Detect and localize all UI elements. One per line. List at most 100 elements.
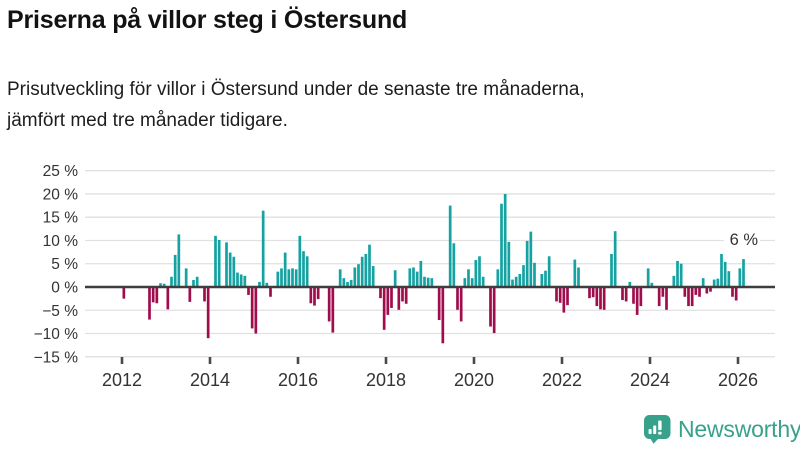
x-tick-label: 2018 <box>366 370 406 390</box>
bar <box>676 260 679 287</box>
brand-logo: Newsworthy <box>644 415 800 444</box>
bar <box>305 256 309 287</box>
bar <box>228 252 232 287</box>
bar <box>419 260 423 287</box>
bar <box>698 287 701 297</box>
bar <box>166 287 170 310</box>
bar <box>624 287 628 302</box>
bar <box>287 269 291 287</box>
x-tick-label: 2024 <box>630 370 670 390</box>
bar <box>646 268 650 287</box>
bar <box>214 235 217 287</box>
bar <box>639 287 643 307</box>
subtitle-line-1: Prisutveckling för villor i Östersund un… <box>7 79 585 100</box>
bar <box>309 287 313 304</box>
latest-value-annotation: 6 % <box>730 231 759 249</box>
bar <box>195 276 199 287</box>
bar <box>720 253 723 287</box>
x-tick-label: 2020 <box>454 370 494 390</box>
bar <box>500 203 503 287</box>
y-tick-label: 10 % <box>43 233 79 250</box>
y-tick-label: 25 % <box>43 163 79 180</box>
bar <box>518 273 522 287</box>
bar <box>591 287 595 298</box>
bar <box>573 259 577 287</box>
page-title: Priserna på villor steg i Östersund <box>7 6 408 34</box>
bar <box>599 287 602 310</box>
bar <box>327 287 331 322</box>
bar <box>632 287 635 304</box>
bar <box>562 287 566 313</box>
bar <box>734 287 738 301</box>
bar <box>701 278 705 287</box>
chart-subtitle: Prisutveckling för villor i Östersund un… <box>7 74 585 136</box>
bar <box>690 287 694 307</box>
bar <box>441 287 445 344</box>
bar <box>507 241 511 287</box>
bar <box>577 267 580 287</box>
bar <box>397 287 401 310</box>
bar <box>192 280 195 287</box>
bar <box>360 256 364 287</box>
bar <box>727 271 731 287</box>
x-tick-label: 2026 <box>718 370 758 390</box>
bar <box>723 261 727 287</box>
bar <box>679 263 683 287</box>
bar <box>401 287 404 302</box>
bar <box>188 287 192 302</box>
bar <box>716 278 720 287</box>
bar <box>709 287 712 292</box>
bar <box>276 271 280 287</box>
bar <box>430 278 434 287</box>
bar <box>489 287 492 327</box>
bar <box>665 287 668 310</box>
bar <box>595 287 599 307</box>
bar <box>338 269 342 287</box>
bar <box>415 271 419 287</box>
bar <box>162 283 166 287</box>
bar <box>294 269 298 287</box>
y-tick-label: 0 % <box>51 280 78 297</box>
bar <box>558 287 562 303</box>
bar <box>239 274 243 287</box>
bar <box>386 287 390 315</box>
bar <box>346 281 349 287</box>
bar <box>456 287 459 310</box>
y-tick-label: −15 % <box>34 349 79 366</box>
bar <box>547 256 551 287</box>
bar <box>492 287 496 334</box>
bar <box>170 276 173 287</box>
bar <box>470 278 474 287</box>
bar <box>243 275 247 287</box>
bar <box>280 268 283 287</box>
bar <box>379 287 382 299</box>
bar <box>368 244 371 287</box>
x-tick-label: 2014 <box>190 370 230 390</box>
bar <box>342 278 346 287</box>
bar <box>203 287 206 302</box>
bar <box>672 275 676 287</box>
bar <box>426 277 430 287</box>
bar <box>236 272 239 287</box>
bar <box>313 287 316 306</box>
bar <box>650 282 654 287</box>
bar <box>291 268 294 287</box>
bar <box>232 256 236 287</box>
bar <box>151 287 155 303</box>
bar <box>511 279 514 287</box>
x-tick-label: 2022 <box>542 370 582 390</box>
bar <box>148 287 151 320</box>
bar <box>353 267 357 287</box>
bar <box>408 268 412 287</box>
bar <box>437 287 441 321</box>
x-tick-label: 2016 <box>278 370 318 390</box>
bar <box>529 231 533 287</box>
bar <box>514 276 518 287</box>
bar <box>610 253 613 287</box>
bar <box>522 265 525 287</box>
bar <box>302 251 305 287</box>
bar <box>423 276 426 287</box>
bar <box>122 287 126 299</box>
bar <box>283 252 287 287</box>
